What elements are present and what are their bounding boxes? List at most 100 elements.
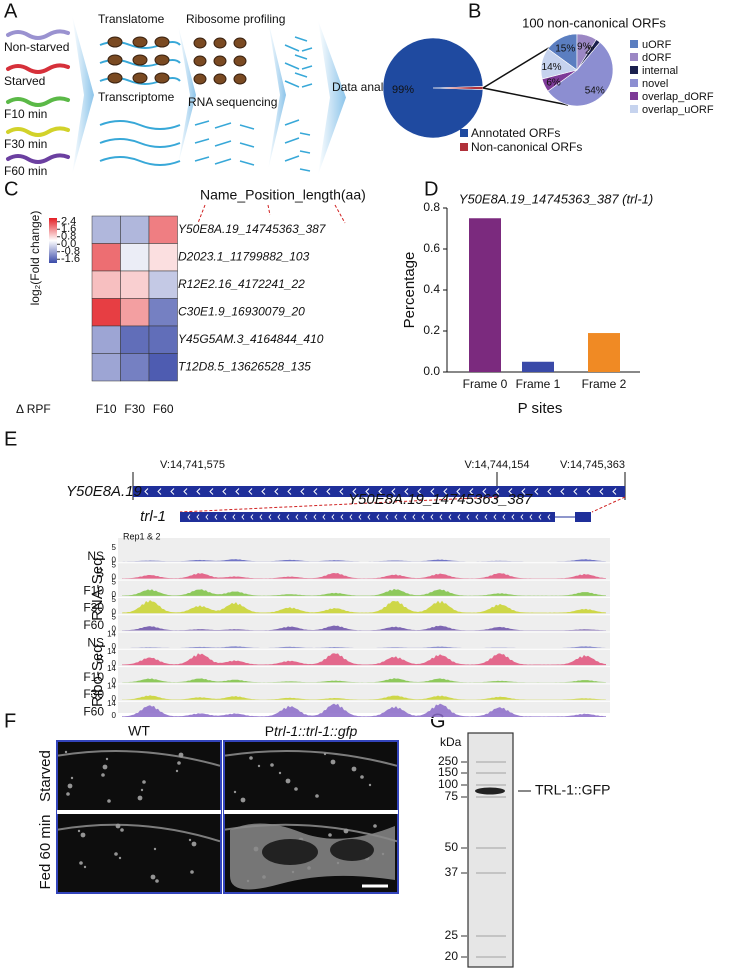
- strand-arrow: [304, 514, 308, 520]
- panel-label: B: [468, 0, 481, 22]
- speckle: [190, 870, 194, 874]
- track-name: F60: [83, 705, 104, 719]
- track-scale-min: 0: [112, 573, 117, 582]
- heat-cell: [91, 215, 121, 244]
- speckle: [64, 750, 68, 754]
- coverage: [122, 559, 606, 562]
- unit-label: kDa: [440, 735, 462, 749]
- panel-label: D: [424, 178, 438, 200]
- strand-arrow: [599, 488, 604, 495]
- speckle: [140, 788, 144, 792]
- worm-edge: [57, 750, 221, 767]
- condition-label: F10 min: [4, 107, 47, 121]
- strand-arrow: [484, 514, 488, 520]
- coordinate: V:14,741,575: [160, 459, 225, 471]
- strand-arrow: [241, 514, 245, 520]
- strand-arrow: [277, 514, 281, 520]
- y-tick-label: 0.8: [423, 200, 440, 214]
- transcript-wave: [99, 120, 181, 130]
- col-label: F30: [124, 402, 145, 416]
- footprint-ribosome: [233, 55, 247, 67]
- condition-label: F30 min: [4, 137, 47, 151]
- pie-slice: [547, 41, 614, 107]
- nucleus: [330, 839, 374, 861]
- group-label: Ribo-Seq: [89, 644, 106, 707]
- speckle: [150, 874, 156, 880]
- ladder-label: 100: [438, 777, 458, 791]
- colorbar-label: log₂(Fold change): [28, 211, 42, 306]
- legend-label: Non-canonical ORFs: [471, 140, 582, 154]
- ribosome: [154, 36, 170, 48]
- strand-arrow: [495, 488, 500, 495]
- slice-label: 14%: [542, 62, 562, 73]
- speckle: [188, 838, 192, 842]
- strand-arrow: [612, 488, 617, 495]
- strand-arrow: [547, 488, 552, 495]
- speckle: [249, 756, 253, 760]
- strand-arrow: [300, 488, 305, 495]
- heat-cell: [148, 325, 178, 354]
- strand-arrow: [493, 514, 497, 520]
- strand-arrow: [443, 488, 448, 495]
- speckle: [114, 852, 118, 856]
- coordinate: V:14,744,154: [464, 459, 529, 471]
- speckle: [351, 766, 357, 772]
- legend-swatch: [630, 105, 638, 113]
- strand-arrow: [222, 488, 227, 495]
- strand-arrow: [259, 514, 263, 520]
- strand-arrow: [378, 488, 383, 495]
- footprint-ribosome: [193, 73, 207, 85]
- faint-band: [476, 772, 506, 774]
- ribosome: [107, 36, 123, 48]
- strand-arrow: [214, 514, 218, 520]
- legend-swatch: [630, 40, 638, 48]
- strand-arrow: [205, 514, 209, 520]
- colorbar: [49, 218, 57, 263]
- column-label: Ptrl-1::trl-1::gfp: [265, 723, 358, 739]
- ladder-label: 25: [445, 928, 459, 942]
- track-scale-min: 0: [112, 659, 117, 668]
- strand-arrow: [469, 488, 474, 495]
- strand-arrow: [404, 488, 409, 495]
- x-tick-label: Frame 0: [463, 377, 508, 391]
- speckle: [373, 824, 377, 828]
- strand-arrow: [183, 488, 188, 495]
- track-name: F30: [83, 601, 104, 615]
- speckle: [118, 856, 122, 860]
- strand-arrow: [376, 514, 380, 520]
- pie-slice: [540, 48, 578, 80]
- speckle: [360, 775, 364, 779]
- colorbar-tick-label: -1.6: [61, 253, 80, 265]
- legend-label: novel: [642, 78, 668, 90]
- pie-slice: [432, 86, 484, 90]
- strand-arrow: [586, 488, 591, 495]
- legend-swatch: [630, 66, 638, 74]
- speckle: [368, 783, 372, 787]
- speckle: [79, 861, 83, 865]
- track-scale-min: 0: [112, 694, 117, 703]
- track-scale-min: 0: [112, 642, 117, 651]
- nucleus: [262, 839, 318, 865]
- speckle: [285, 778, 291, 784]
- speckle: [67, 783, 73, 789]
- strand-arrow: [196, 488, 201, 495]
- strand-arrow: [508, 488, 513, 495]
- ribosome: [154, 72, 170, 84]
- coverage: [122, 653, 606, 666]
- strand-arrow: [170, 488, 175, 495]
- speckle: [105, 757, 109, 761]
- coordinate: V:14,745,363: [560, 459, 625, 471]
- colorbar-tick-label: 2.4: [61, 216, 76, 228]
- track-scale-max: 5: [112, 543, 117, 552]
- track-scale-max: 14: [107, 699, 116, 708]
- ladder-label: 75: [445, 789, 459, 803]
- legend-label: Annotated ORFs: [471, 126, 560, 140]
- strand-arrow: [482, 488, 487, 495]
- footprint-ribosome: [193, 55, 207, 67]
- speckle: [294, 787, 298, 791]
- track-scale-max: 14: [107, 630, 116, 639]
- heat-cell: [148, 353, 178, 382]
- coverage: [122, 646, 606, 648]
- strand-arrow: [340, 514, 344, 520]
- speckle: [328, 833, 332, 837]
